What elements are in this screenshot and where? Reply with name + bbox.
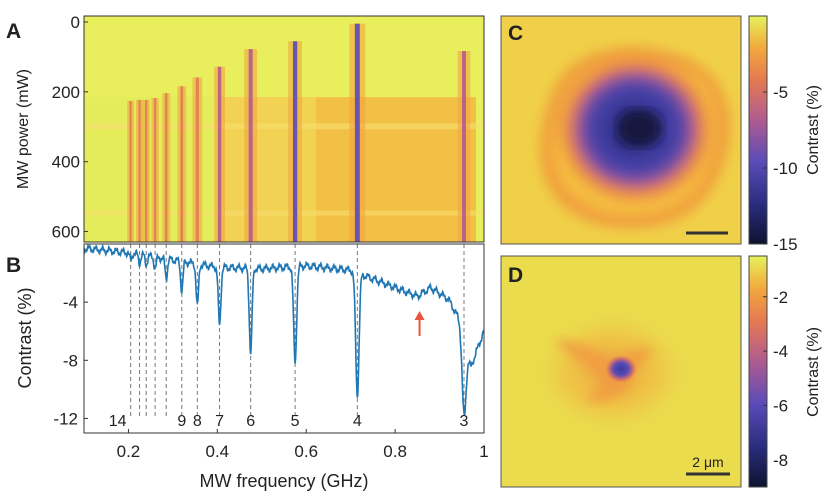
panel-d-spot	[605, 355, 637, 383]
panel-c-image: C -5 -10 -15 Contrast (%)	[500, 15, 822, 254]
panel-c-core	[618, 110, 662, 146]
panel-c-letter: C	[508, 22, 523, 45]
panel-b-dip-label: 14	[109, 413, 127, 430]
panel-d-image: 2 μm D -2 -4 -6 -8 Contrast (%)	[500, 255, 822, 488]
panel-b-dashed-markers	[130, 244, 465, 418]
colorbar-tick-label: -10	[773, 159, 798, 178]
panel-b-dip-label: 6	[246, 413, 255, 430]
panel-d-colorbar-ticks: -2 -4 -6 -8	[763, 288, 788, 470]
panel-d-colorbar-label: Contrast (%)	[805, 327, 822, 417]
panel-b-xticks: 0.2 0.4 0.6 0.8 1	[117, 429, 489, 461]
panel-a-band	[316, 97, 476, 242]
panel-b-ytick-label: -8	[63, 351, 78, 370]
panel-a-ytick-label: 200	[52, 83, 80, 102]
panel-a-band	[84, 210, 484, 216]
panel-a-resonance-line	[248, 49, 253, 242]
colorbar-tick-label: -6	[773, 396, 788, 415]
panel-b-xtick-label: 0.8	[383, 442, 407, 461]
panel-b-dip-label: 3	[460, 413, 469, 430]
panel-b-dip-labels: 14 9 8 7 6 5 4 3	[109, 413, 469, 430]
panel-a-resonance-line	[217, 66, 222, 242]
panel-a-letter: A	[6, 20, 21, 43]
panel-b-ytick-label: -12	[53, 409, 78, 428]
panel-b-xtick-label: 0.6	[294, 442, 318, 461]
panel-b-line-chart: -4 -8 -12 0.2 0.4 0.6 0.8 1 14 9 8 7 6 5 4 3 MW frequ…	[6, 243, 489, 491]
panel-d-scale-label: 2 μm	[692, 454, 723, 470]
panel-a-resonances	[127, 23, 471, 242]
panel-c-colorbar-label: Contrast (%)	[805, 85, 822, 175]
panel-a-frame	[83, 15, 485, 243]
panel-b-letter: B	[6, 254, 21, 277]
panel-b-ylabel: Contrast (%)	[15, 287, 35, 388]
panel-a-ytick-label: 0	[71, 13, 80, 32]
panel-a-resonance-line	[292, 41, 298, 242]
panel-b-frame	[83, 243, 485, 434]
panel-b-dip-label: 8	[193, 413, 202, 430]
panel-d-arms	[555, 339, 655, 402]
panel-b-dip-label: 5	[291, 413, 300, 430]
panel-a-resonance-line	[462, 51, 466, 242]
panel-b-xtick-label: 0.2	[117, 442, 141, 461]
colorbar-tick-label: -5	[773, 83, 788, 102]
panel-b-arrow-head	[414, 311, 425, 320]
panel-b-yticks: -4 -8 -12	[53, 293, 88, 428]
panel-b-xtick-label: 1	[479, 442, 488, 461]
panel-d-frame	[500, 255, 742, 488]
panel-a-resonance-line	[153, 97, 157, 242]
panel-b-ytick-label: -4	[63, 293, 78, 312]
panel-a-ytick-label: 600	[52, 223, 80, 242]
panel-a-resonance-line	[195, 77, 199, 242]
panel-a-resonance-line	[138, 99, 141, 242]
panel-b-dip-label: 7	[215, 413, 224, 430]
panel-a-band	[84, 123, 484, 130]
panel-b-arrow	[414, 311, 425, 336]
panel-d-colorbar	[748, 255, 768, 488]
panel-b-background	[84, 244, 484, 433]
panel-c-colorbar-ticks: -5 -10 -15	[763, 83, 798, 254]
panel-d-letter: D	[508, 264, 523, 287]
panel-b-xlabel: MW frequency (GHz)	[199, 471, 368, 491]
panel-b-xtick-label: 0.4	[206, 442, 230, 461]
panel-a-resonance-line	[180, 86, 184, 242]
panel-a-resonance-line	[164, 93, 168, 242]
colorbar-tick-label: -2	[773, 288, 788, 307]
panel-b-dip-label: 4	[353, 413, 362, 430]
colorbar-tick-label: -8	[773, 451, 788, 470]
panel-a-resonance-line	[129, 100, 132, 242]
panel-a-heatmap: 0 200 400 600 MW power (mW) A	[6, 13, 485, 243]
panel-a-yticks: 0 200 400 600	[52, 13, 88, 242]
panel-a-resonance-line	[354, 23, 360, 242]
panel-b-dip-label: 9	[177, 413, 186, 430]
panel-b-contrast-series	[84, 244, 484, 416]
panel-c-colorbar	[748, 15, 768, 245]
colorbar-tick-label: -4	[773, 342, 788, 361]
panel-c-frame	[500, 15, 742, 245]
panel-a-ylabel: MW power (mW)	[15, 69, 32, 189]
colorbar-tick-label: -15	[773, 235, 798, 254]
panel-a-ytick-label: 400	[52, 153, 80, 172]
panel-a-resonance-line	[145, 99, 148, 242]
